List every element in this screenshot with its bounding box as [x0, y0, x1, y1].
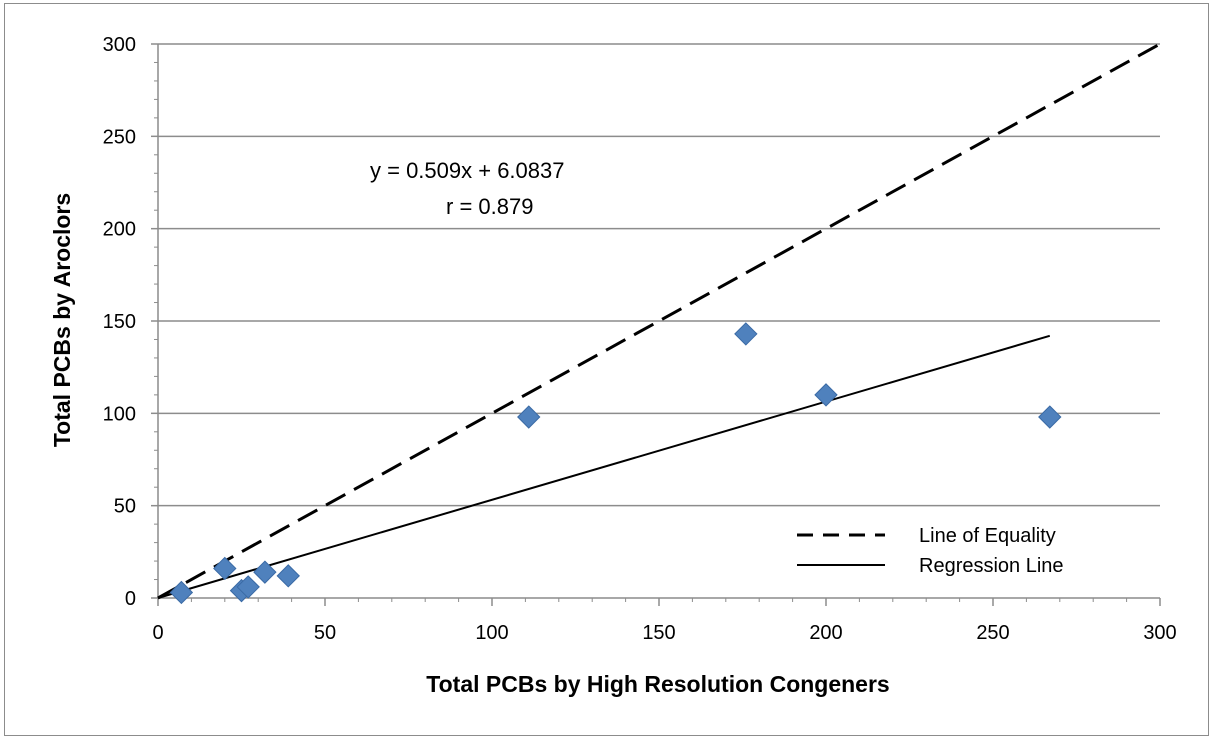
y-tick-label: 300 — [103, 34, 136, 56]
data-point — [276, 564, 300, 588]
data-point — [253, 560, 277, 584]
x-tick-label: 150 — [642, 622, 675, 644]
y-tick-label: 0 — [125, 588, 136, 610]
y-tick-label: 250 — [103, 126, 136, 148]
r-annotation: r = 0.879 — [446, 194, 533, 219]
y-tick-label: 150 — [103, 311, 136, 333]
data-point — [1038, 405, 1062, 429]
x-tick-label: 100 — [475, 622, 508, 644]
x-axis-title: Total PCBs by High Resolution Congeners — [426, 671, 889, 697]
data-points — [169, 322, 1062, 605]
regression-line — [157, 334, 1051, 599]
equation-annotation: y = 0.509x + 6.0837 — [370, 158, 565, 183]
gridlines — [158, 43, 1160, 507]
x-tick-label: 50 — [314, 622, 336, 644]
data-point — [517, 405, 541, 429]
data-point — [734, 322, 758, 346]
legend-label-equality: Line of Equality — [919, 525, 1056, 547]
y-tick-label: 100 — [103, 403, 136, 425]
axes: 0 50 100 150 200 250 300 0 50 100 150 200 250 300 — [103, 34, 1177, 644]
trend-lines — [157, 42, 1161, 600]
data-point — [814, 383, 838, 407]
x-tick-label: 300 — [1143, 622, 1176, 644]
legend-label-regression: Regression Line — [919, 555, 1064, 577]
data-point — [213, 556, 237, 581]
y-tick-label: 200 — [103, 219, 136, 241]
legend: Line of Equality Regression Line — [797, 525, 1064, 577]
chart-frame — [4, 3, 1209, 736]
data-point — [236, 575, 260, 599]
x-tick-label: 200 — [809, 622, 842, 644]
x-tick-label: 250 — [976, 622, 1009, 644]
x-tick-label: 0 — [152, 622, 163, 644]
y-tick-label: 50 — [114, 496, 136, 518]
data-point — [169, 580, 194, 605]
y-axis-title: Total PCBs by Aroclors — [49, 193, 75, 447]
